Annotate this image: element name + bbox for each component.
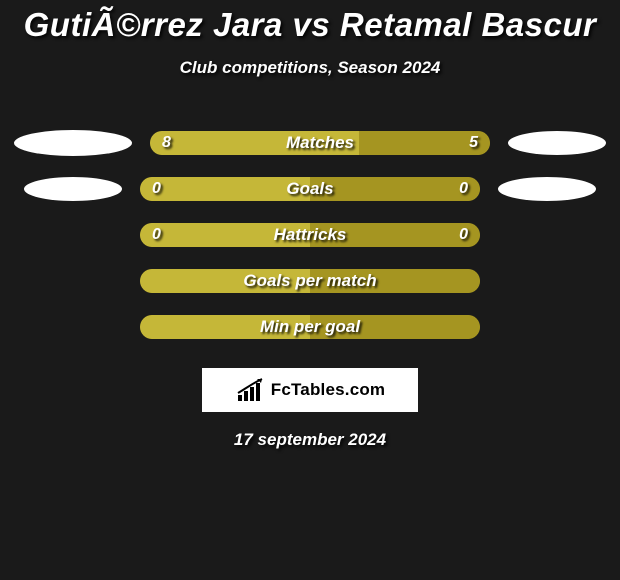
stats-rows: 8 5 Matches 0 0 Goals 0 0 Hattricks Goals per mat… <box>0 120 620 350</box>
logo-box: FcTables.com <box>202 368 418 412</box>
player-right-ellipse <box>498 177 596 201</box>
stat-label: Hattricks <box>274 225 347 245</box>
stat-row: 0 0 Goals <box>0 166 620 212</box>
stat-label: Min per goal <box>260 317 360 337</box>
stat-label: Matches <box>286 133 354 153</box>
stat-bar: 8 5 Matches <box>150 131 490 155</box>
bar-fill-right <box>310 177 480 201</box>
player-left-ellipse <box>14 130 132 156</box>
logo-text: FcTables.com <box>271 380 386 400</box>
stat-bar: Goals per match <box>140 269 480 293</box>
bars-growth-icon <box>235 377 267 403</box>
stat-value-left: 8 <box>162 134 171 152</box>
stat-value-right: 5 <box>469 134 478 152</box>
stat-bar: 0 0 Goals <box>140 177 480 201</box>
stat-row: Goals per match <box>0 258 620 304</box>
stat-bar: 0 0 Hattricks <box>140 223 480 247</box>
stat-value-right: 0 <box>459 226 468 244</box>
page-title: GutiÃ©rrez Jara vs Retamal Bascur <box>0 6 620 44</box>
stat-bar: Min per goal <box>140 315 480 339</box>
subtitle: Club competitions, Season 2024 <box>0 58 620 78</box>
stat-row: Min per goal <box>0 304 620 350</box>
stat-row: 8 5 Matches <box>0 120 620 166</box>
stat-label: Goals per match <box>243 271 376 291</box>
player-right-ellipse <box>508 131 606 155</box>
player-left-ellipse <box>24 177 122 201</box>
stat-value-left: 0 <box>152 226 161 244</box>
stat-value-left: 0 <box>152 180 161 198</box>
comparison-card: GutiÃ©rrez Jara vs Retamal Bascur Club c… <box>0 0 620 580</box>
stat-value-right: 0 <box>459 180 468 198</box>
bar-fill-left <box>140 177 310 201</box>
stat-label: Goals <box>286 179 333 199</box>
stat-row: 0 0 Hattricks <box>0 212 620 258</box>
date-text: 17 september 2024 <box>0 430 620 450</box>
